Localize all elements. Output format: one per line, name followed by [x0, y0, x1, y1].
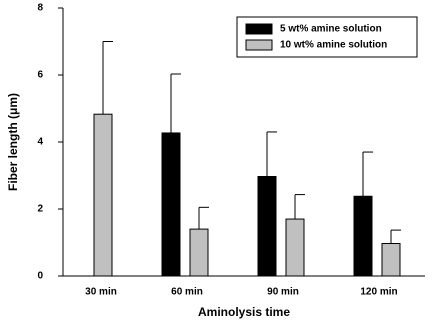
bar [189, 228, 209, 277]
bar [353, 195, 373, 277]
legend-label: 5 wt% amine solution [280, 24, 382, 35]
y-tick-label: 6 [37, 70, 43, 81]
x-axis-title: Aminolysis time [198, 305, 290, 319]
x-tick-label: 60 min [171, 287, 203, 298]
bar [381, 243, 401, 277]
x-tick-label: 30 min [85, 287, 117, 298]
y-tick-label: 2 [37, 204, 43, 215]
y-tick-label: 4 [37, 137, 43, 148]
legend-label: 10 wt% amine solution [280, 40, 387, 51]
bar [285, 218, 305, 277]
legend-swatch [245, 39, 273, 51]
y-tick-label: 0 [37, 271, 43, 282]
legend-swatch [245, 23, 273, 35]
x-tick-label: 120 min [360, 287, 397, 298]
bar [93, 113, 113, 277]
y-tick-label: 8 [37, 3, 43, 14]
bar [257, 176, 277, 277]
x-tick-label: 90 min [267, 287, 299, 298]
y-axis-title: Fiber length (μm) [6, 93, 20, 191]
bar [161, 132, 181, 277]
